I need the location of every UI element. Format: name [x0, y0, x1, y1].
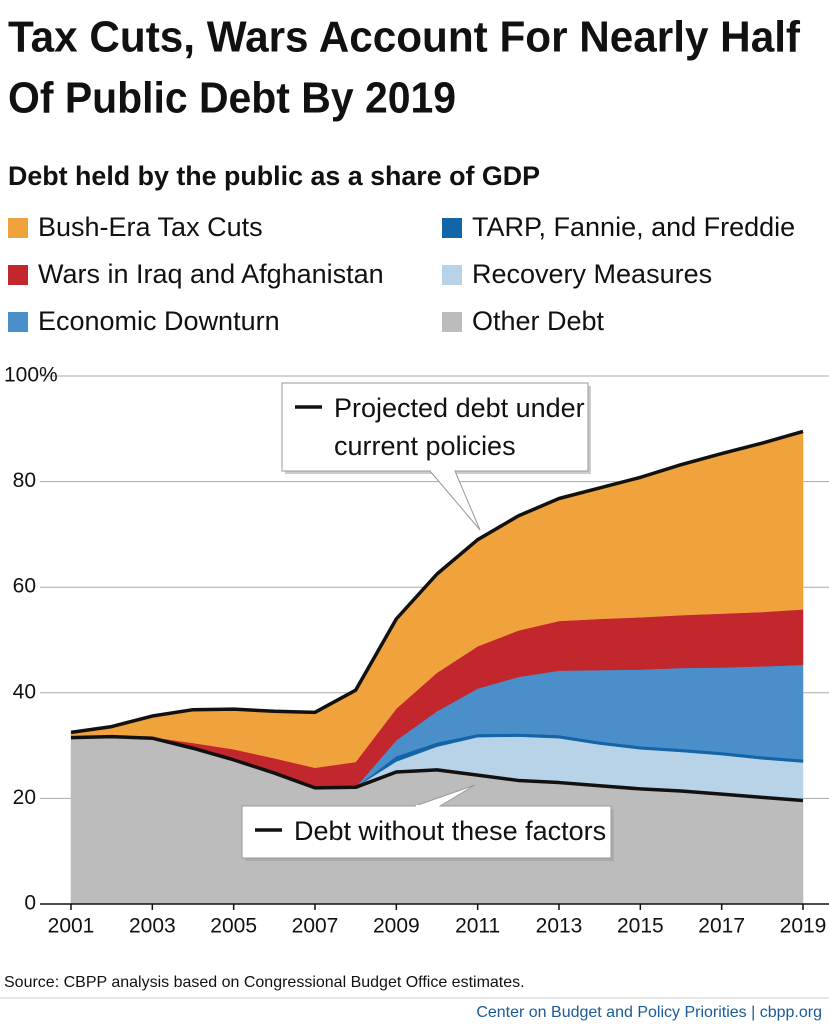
annotation-text: Projected debt under	[334, 393, 585, 423]
y-tick-label: 100%	[4, 364, 58, 387]
y-tick-label: 80	[13, 469, 36, 492]
legend-label: Wars in Iraq and Afghanistan	[38, 259, 384, 289]
footer: Center on Budget and Policy Priorities |…	[476, 1004, 822, 1021]
y-tick-label: 0	[24, 892, 36, 915]
x-tick-label: 2017	[698, 915, 745, 938]
legend-swatch	[8, 218, 28, 238]
y-tick-label: 60	[13, 575, 36, 598]
x-tick-label: 2005	[210, 915, 257, 938]
x-tick-label: 2015	[617, 915, 664, 938]
chart-title: Tax Cuts, Wars Account For Nearly Half	[8, 13, 800, 62]
legend-label: Economic Downturn	[38, 306, 280, 336]
legend-swatch	[442, 265, 462, 285]
chart-title: Of Public Debt By 2019	[8, 74, 456, 123]
x-tick-label: 2009	[373, 915, 420, 938]
annotation-box	[281, 382, 589, 472]
y-tick-label: 20	[13, 786, 36, 809]
legend-label: Other Debt	[472, 306, 605, 336]
annotation-pointer	[429, 470, 481, 531]
total-line	[70, 429, 804, 735]
legend-label: Bush-Era Tax Cuts	[38, 212, 263, 242]
chart-subtitle: Debt held by the public as a share of GD…	[8, 161, 540, 191]
y-tick-label: 40	[13, 680, 36, 703]
legend-label: TARP, Fannie, and Freddie	[472, 212, 795, 242]
legend-swatch	[442, 218, 462, 238]
legend-swatch	[8, 312, 28, 332]
source: Source: CBPP analysis based on Congressi…	[4, 974, 525, 991]
legend-swatch	[8, 265, 28, 285]
x-tick-label: 2001	[48, 915, 95, 938]
annotation-pointer	[414, 784, 476, 807]
x-tick-label: 2003	[129, 915, 176, 938]
x-tick-label: 2007	[292, 915, 339, 938]
x-tick-label: 2011	[455, 915, 500, 938]
x-tick-label: 2019	[780, 915, 827, 938]
legend-label: Recovery Measures	[472, 259, 712, 289]
x-tick-label: 2013	[536, 915, 583, 938]
annotation-box	[241, 805, 612, 859]
legend-swatch	[442, 312, 462, 332]
annotation-text: Debt without these factors	[294, 816, 606, 846]
baseline-line	[70, 734, 804, 803]
annotation-text: current policies	[334, 431, 516, 461]
